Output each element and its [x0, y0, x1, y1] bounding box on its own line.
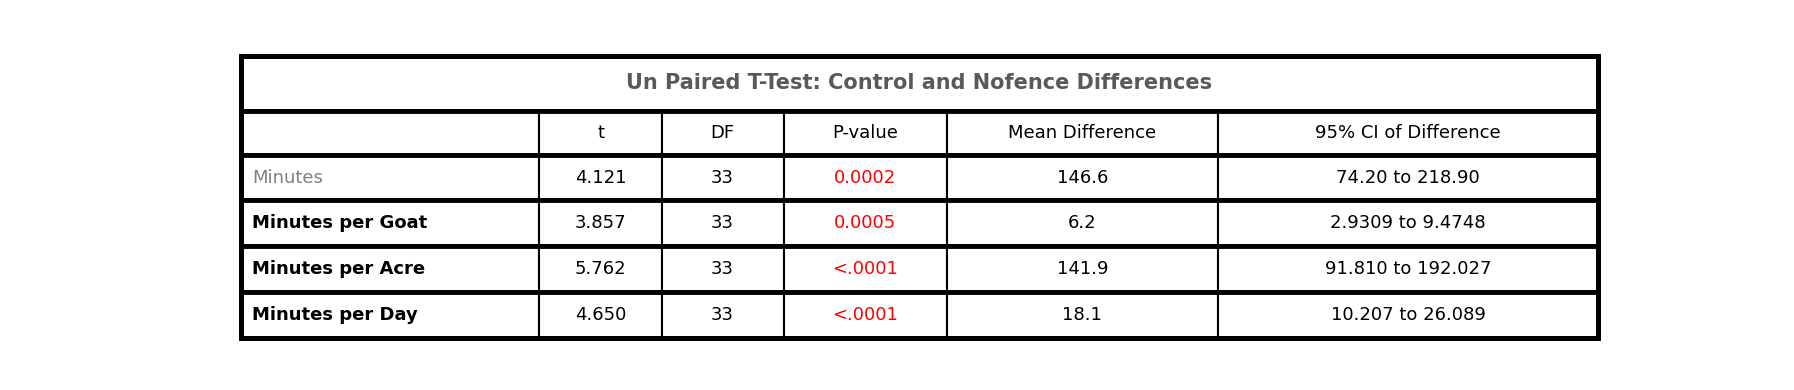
Text: 2.9309 to 9.4748: 2.9309 to 9.4748 [1329, 215, 1485, 232]
Bar [240, 154, 540, 200]
Text: t: t [597, 124, 605, 142]
Text: 33: 33 [710, 306, 734, 324]
Bar [240, 111, 540, 154]
Bar [540, 200, 662, 246]
Text: <.0001: <.0001 [832, 260, 899, 278]
Text: 33: 33 [710, 260, 734, 278]
Bar [662, 200, 784, 246]
Bar [240, 246, 1598, 292]
Bar [240, 200, 540, 246]
Text: DF: DF [710, 124, 736, 142]
Bar [1218, 154, 1598, 200]
Text: 74.20 to 218.90: 74.20 to 218.90 [1337, 168, 1480, 186]
Text: <.0001: <.0001 [832, 306, 899, 324]
Text: 18.1: 18.1 [1062, 306, 1102, 324]
Text: 3.857: 3.857 [574, 215, 626, 232]
Bar [240, 56, 1598, 111]
Text: Minutes: Minutes [251, 168, 323, 186]
Text: 33: 33 [710, 215, 734, 232]
Text: 0.0005: 0.0005 [834, 215, 897, 232]
Bar [784, 292, 947, 338]
Bar [1218, 292, 1598, 338]
Bar [784, 154, 947, 200]
Bar [540, 292, 662, 338]
Text: 146.6: 146.6 [1057, 168, 1109, 186]
Bar [662, 154, 784, 200]
Text: 10.207 to 26.089: 10.207 to 26.089 [1331, 306, 1485, 324]
Text: 141.9: 141.9 [1057, 260, 1109, 278]
Text: Minutes per Goat: Minutes per Goat [251, 215, 427, 232]
Bar [540, 246, 662, 292]
Bar [240, 154, 1598, 200]
Bar [947, 111, 1218, 154]
Bar [240, 111, 1598, 154]
Text: 6.2: 6.2 [1067, 215, 1096, 232]
Text: 4.650: 4.650 [574, 306, 626, 324]
Bar [784, 111, 947, 154]
Text: 33: 33 [710, 168, 734, 186]
Bar [947, 200, 1218, 246]
Bar [662, 292, 784, 338]
Text: 91.810 to 192.027: 91.810 to 192.027 [1324, 260, 1491, 278]
Bar [240, 292, 540, 338]
Text: 95% CI of Difference: 95% CI of Difference [1315, 124, 1502, 142]
Text: 5.762: 5.762 [574, 260, 626, 278]
Text: P-value: P-value [832, 124, 899, 142]
Bar [947, 154, 1218, 200]
Bar [1218, 246, 1598, 292]
Bar [1218, 200, 1598, 246]
Bar [662, 246, 784, 292]
Bar [240, 292, 1598, 338]
Text: Un Paired T-Test: Control and Nofence Differences: Un Paired T-Test: Control and Nofence Di… [626, 73, 1213, 93]
Text: Minutes per Day: Minutes per Day [251, 306, 418, 324]
Bar [540, 154, 662, 200]
Text: 4.121: 4.121 [574, 168, 626, 186]
Bar [947, 246, 1218, 292]
Bar [784, 200, 947, 246]
Bar [662, 111, 784, 154]
Bar [240, 246, 540, 292]
Text: 0.0002: 0.0002 [834, 168, 897, 186]
Bar [784, 246, 947, 292]
Bar [1218, 111, 1598, 154]
Text: Mean Difference: Mean Difference [1008, 124, 1157, 142]
Text: Minutes per Acre: Minutes per Acre [251, 260, 425, 278]
Bar [240, 200, 1598, 246]
Bar [947, 292, 1218, 338]
Bar [540, 111, 662, 154]
